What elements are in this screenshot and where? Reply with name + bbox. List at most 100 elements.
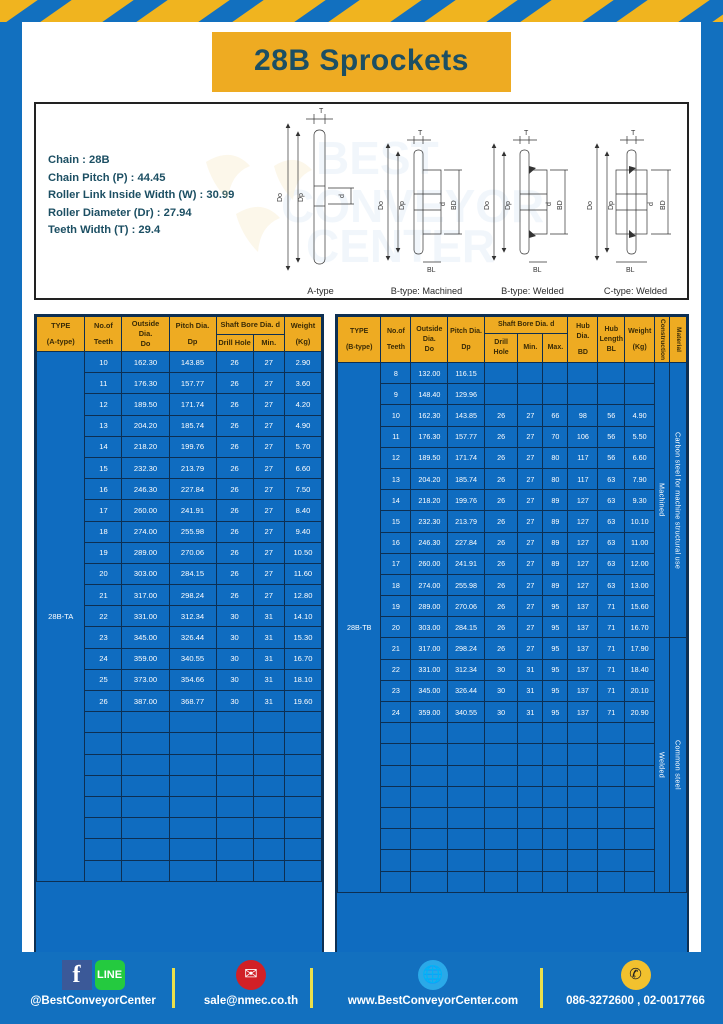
cell-outside-dia: 373.00: [121, 668, 170, 692]
cell-drill-hole: 26: [215, 372, 254, 395]
footer-phone[interactable]: ✆ 086-3272600 , 02-0017766: [548, 958, 723, 1007]
cell-teeth: 13: [84, 414, 123, 437]
cell-empty: [517, 722, 544, 745]
table-row: 20 303.00 284.15 26 27 95 137 71 16.70: [338, 616, 687, 639]
cell-empty: [483, 764, 519, 787]
header-pitch-dia: Pitch Dia. Dp: [168, 316, 217, 352]
svg-text:Dp: Dp: [505, 201, 512, 210]
cell-teeth: 18: [380, 573, 412, 597]
line-icon[interactable]: LINE: [94, 960, 125, 990]
footer-divider-1: [172, 968, 175, 1008]
cell-empty: [84, 732, 123, 755]
cell-hub-dia: [567, 362, 599, 385]
cell-pitch-dia: 284.15: [447, 616, 485, 639]
cell-empty: [380, 806, 412, 830]
cell-empty: [215, 859, 254, 882]
cell-empty: [215, 817, 254, 840]
cell-empty: [380, 828, 412, 851]
sprocket-diagrams: T Do Dp d A-type: [268, 106, 688, 300]
cell-max: 89: [542, 531, 569, 554]
cell-empty: [542, 785, 569, 808]
cell-empty: [252, 795, 285, 819]
facebook-icon[interactable]: f: [61, 960, 92, 990]
cell-min: 27: [517, 404, 544, 427]
cell-drill-hole: 30: [215, 689, 254, 713]
footer-email[interactable]: ✉ sale@nmec.co.th: [178, 958, 324, 1007]
cell-min: 27: [517, 595, 544, 618]
cell-min: 27: [252, 435, 285, 458]
cell-weight: 18.40: [624, 658, 656, 681]
cell-empty: [168, 838, 217, 861]
cell-weight: 15.60: [624, 595, 656, 618]
cell-empty: [252, 732, 285, 755]
cell-empty: [380, 785, 412, 808]
email-icon[interactable]: ✉: [236, 960, 266, 990]
svg-text:T: T: [631, 130, 636, 137]
content-panel: 28B Sprockets Chain : 28B Chain Pitch (P…: [22, 22, 701, 954]
table-row: 19 289.00 270.06 26 27 10.50: [37, 541, 323, 564]
header-weight: Weight (Kg): [283, 316, 323, 352]
cell-min: [517, 383, 544, 406]
cell-min: 27: [517, 616, 544, 639]
cell-empty: [380, 849, 412, 872]
table-row: 28B-TB 8 132.00 116.15 Machined Carbon steel …: [336, 362, 687, 893]
cell-outside-dia: 162.30: [410, 404, 449, 427]
cell-teeth: 8: [380, 362, 412, 385]
cell-empty: [483, 828, 519, 851]
phone-icon[interactable]: ✆: [620, 960, 651, 990]
cell-empty: [567, 743, 599, 766]
header-min: Min.: [252, 333, 285, 352]
cell-empty: [624, 764, 656, 787]
footer-contact-bar: f LINE @BestConveyorCenter ✉ sale@nmec.c…: [0, 952, 723, 1024]
cell-max: 95: [542, 595, 569, 618]
cell-weight: 4.20: [283, 393, 323, 416]
globe-icon[interactable]: 🌐: [418, 960, 448, 990]
header-construction: Construction: [654, 315, 671, 364]
cell-teeth: 22: [84, 605, 123, 628]
cell-empty: [567, 870, 599, 893]
cell-outside-dia: 274.00: [410, 573, 449, 597]
table-row-empty: [338, 806, 687, 830]
table-row: 9 148.40 129.96: [338, 383, 687, 406]
cell-outside-dia: 359.00: [410, 701, 449, 724]
footer-facebook[interactable]: f LINE @BestConveyorCenter: [0, 958, 186, 1007]
cell-max: 80: [542, 467, 569, 491]
cell-outside-dia: 132.00: [410, 362, 449, 385]
cell-empty: [410, 764, 449, 787]
diagram-b-type-welded-caption: B-type: Welded: [501, 286, 564, 296]
cell-teeth: 26: [84, 689, 123, 713]
cell-teeth: 12: [84, 393, 123, 416]
cell-teeth: 13: [380, 467, 412, 491]
cell-min: 31: [252, 689, 285, 713]
spec-chain-pitch: Chain Pitch (P) : 44.45: [48, 171, 166, 184]
table-row-empty: [37, 859, 323, 882]
cell-teeth: 21: [84, 584, 123, 607]
cell-hub-length: 63: [597, 552, 626, 575]
cell-empty: [168, 795, 217, 819]
cell-min: 27: [252, 350, 285, 374]
cell-outside-dia: 260.00: [410, 552, 449, 575]
cell-outside-dia: 162.30: [121, 350, 170, 374]
cell-empty: [168, 774, 217, 797]
cell-drill-hole: 30: [215, 668, 254, 692]
cell-empty: [517, 849, 544, 872]
cell-empty: [168, 817, 217, 840]
cell-weight: 16.70: [624, 616, 656, 639]
cell-outside-dia: 331.00: [121, 605, 170, 628]
cell-empty: [283, 774, 323, 797]
table-row: 23 345.00 326.44 30 31 95 137 71 20.10: [338, 679, 687, 703]
cell-pitch-dia: 255.98: [168, 520, 217, 543]
cell-min: 27: [517, 573, 544, 597]
table-row: 17 260.00 241.91 26 27 8.40: [37, 499, 323, 522]
cell-weight: 14.10: [283, 605, 323, 628]
cell-weight: 20.90: [624, 701, 656, 724]
cell-hub-dia: 137: [567, 658, 599, 681]
header-hub-length: Hub Length BL: [597, 315, 626, 364]
cell-weight: 5.70: [283, 435, 323, 458]
cell-min: 27: [252, 393, 285, 416]
cell-pitch-dia: 326.44: [168, 626, 217, 649]
cell-hub-length: 56: [597, 425, 626, 448]
cell-empty: [597, 722, 626, 745]
footer-website[interactable]: 🌐 www.BestConveyorCenter.com: [318, 958, 548, 1007]
cell-empty: [84, 753, 123, 776]
